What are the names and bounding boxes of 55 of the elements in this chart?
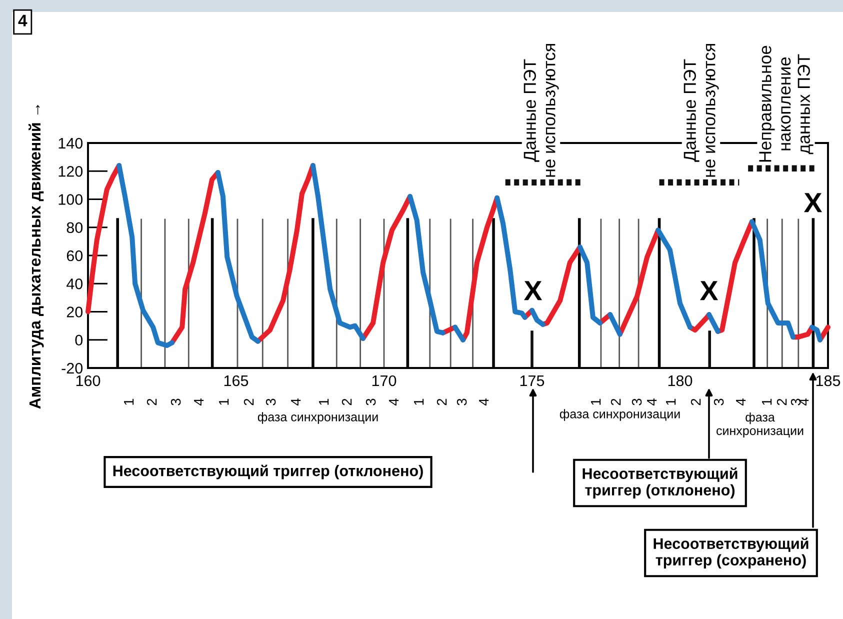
text: 4	[647, 398, 657, 406]
text: 1	[124, 398, 134, 405]
text: 4	[479, 398, 489, 406]
text: Несоответствующий триггер (отклонено)	[582, 468, 738, 498]
annotation: Данные ПЭТ не используются	[524, 44, 559, 177]
text: 4	[736, 398, 746, 406]
text: фаза синхронизации	[560, 409, 680, 421]
text: 1	[666, 398, 676, 405]
text: 1	[319, 398, 329, 405]
y-tick-label: 60	[66, 250, 83, 262]
text: 3	[266, 398, 276, 406]
x-tick-label: 185	[816, 375, 840, 386]
x-tick-label: 180	[668, 375, 692, 386]
y-tick-label: 80	[66, 222, 83, 234]
x-tick-label: 165	[224, 375, 248, 386]
text: 4	[18, 14, 28, 26]
annotation: X	[804, 193, 822, 212]
text: 3	[366, 398, 376, 406]
y-tick-label: 120	[58, 166, 83, 177]
annotation: Неправильное накопление данных ПЭТ	[759, 46, 814, 162]
annotation: Данные ПЭТ не используются	[684, 44, 719, 177]
x-tick-label: 170	[372, 375, 396, 386]
text: 2	[244, 398, 254, 406]
annotation: X	[700, 281, 718, 300]
annotation: X	[524, 281, 542, 300]
text: 3	[170, 398, 181, 406]
text: фаза синхронизации	[716, 412, 804, 438]
y-tick-label: -20	[62, 362, 83, 374]
x-tick-label: 160	[76, 375, 100, 386]
y-tick-label: 100	[58, 194, 83, 205]
text: 2	[610, 398, 621, 406]
text: Несоответствующий триггер (отклонено)	[113, 464, 423, 480]
text: 1	[219, 398, 229, 405]
y-tick-label: 0	[75, 334, 83, 346]
text: 2	[776, 398, 787, 406]
y-tick-label: 20	[66, 306, 83, 318]
x-tick-label: 175	[520, 376, 544, 386]
text: 2	[146, 398, 157, 406]
text: 1	[591, 398, 601, 405]
y-axis-title: Амплитуда дыхательных движений →	[28, 105, 44, 409]
text: 4	[291, 398, 301, 406]
text: 3	[632, 398, 642, 406]
y-tick-label: 40	[66, 278, 83, 290]
text: 2	[342, 398, 352, 406]
text: 4	[194, 398, 204, 406]
text: 3	[456, 398, 467, 406]
text: 3	[714, 398, 724, 406]
text: 4	[389, 398, 399, 406]
text: Несоответствующий триггер (сохранено)	[654, 538, 808, 568]
text: 1	[762, 398, 772, 405]
text: 2	[436, 398, 447, 406]
text: 1	[414, 398, 424, 405]
y-tick-label: 140	[58, 138, 83, 149]
text: 2	[690, 398, 701, 406]
text: фаза синхронизации	[258, 412, 378, 424]
